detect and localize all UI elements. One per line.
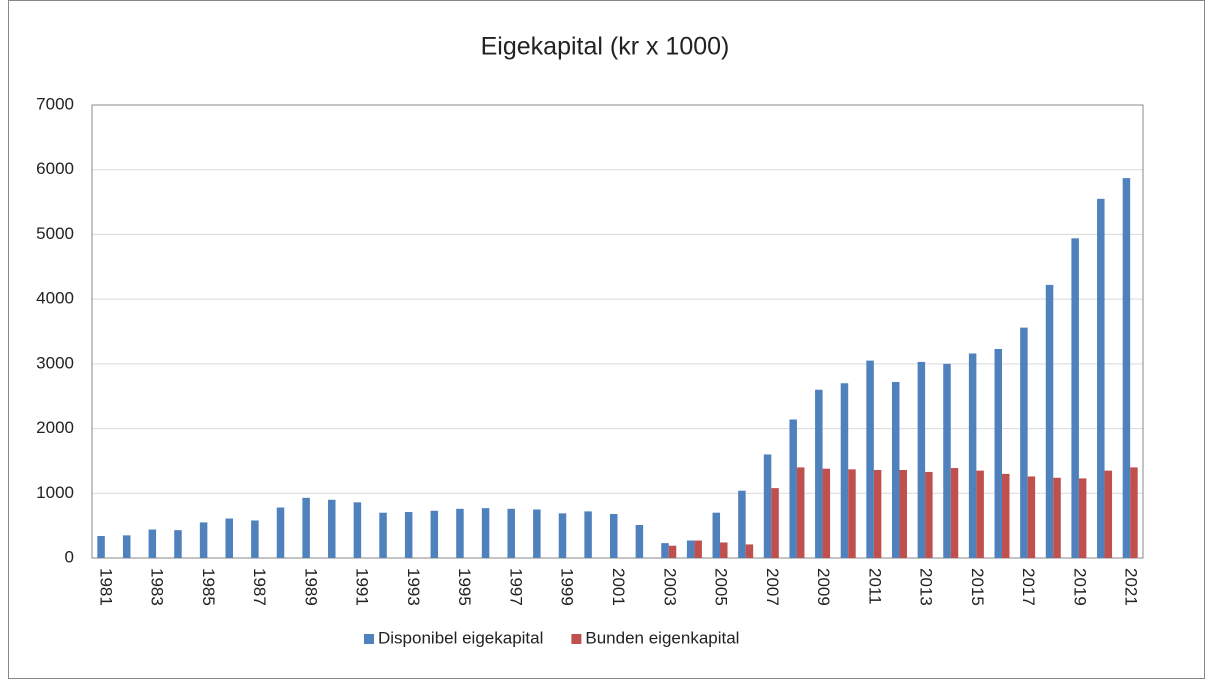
- x-tick-label: 1997: [506, 568, 525, 606]
- bar: [1130, 467, 1138, 558]
- bar: [1045, 284, 1054, 558]
- x-tick-label: 1993: [404, 568, 423, 606]
- x-tick-label: 1989: [301, 568, 320, 606]
- bar: [789, 419, 797, 558]
- x-tick-label: 1995: [455, 568, 474, 606]
- bar: [635, 524, 644, 558]
- bar: [943, 363, 951, 558]
- bar: [745, 544, 754, 558]
- bar: [661, 543, 669, 558]
- bar: [848, 469, 856, 558]
- y-tick-label: 7000: [36, 94, 74, 113]
- bar: [771, 488, 779, 558]
- legend-swatch: [364, 634, 374, 644]
- y-tick-label: 3000: [36, 353, 74, 372]
- bar: [822, 468, 831, 558]
- bar: [1122, 178, 1131, 558]
- chart-frame: [8, 0, 1205, 679]
- bar: [738, 490, 746, 558]
- bar: [1053, 477, 1061, 558]
- bar: [328, 499, 336, 558]
- bar: [1027, 476, 1036, 558]
- x-tick-label: 2005: [712, 568, 731, 606]
- bar: [558, 513, 567, 558]
- legend-swatch: [571, 634, 582, 644]
- x-tick-label: 1981: [96, 568, 115, 606]
- bar: [404, 512, 413, 558]
- x-tick-label: 1991: [353, 568, 372, 606]
- bar: [610, 513, 618, 558]
- bar: [720, 542, 728, 558]
- x-tick-label: 1985: [199, 568, 218, 606]
- bar: [891, 381, 900, 558]
- x-tick-label: 2009: [814, 568, 833, 606]
- bar: [97, 535, 105, 558]
- bar: [1071, 238, 1079, 558]
- bar: [533, 509, 541, 558]
- x-tick-label: 2015: [968, 568, 987, 606]
- bar: [796, 467, 805, 558]
- y-tick-label: 5000: [36, 224, 74, 243]
- bar: [840, 383, 849, 558]
- bar: [584, 511, 592, 558]
- x-tick-label: 2007: [763, 568, 782, 606]
- y-tick-label: 0: [65, 547, 74, 566]
- bar: [815, 389, 823, 558]
- y-tick-label: 6000: [36, 159, 74, 178]
- bar: [1097, 198, 1105, 559]
- x-tick-label: 2003: [660, 568, 679, 606]
- y-tick-label: 4000: [36, 289, 74, 308]
- bar: [481, 508, 490, 558]
- x-tick-label: 1983: [148, 568, 167, 606]
- bar: [379, 512, 387, 558]
- bar: [686, 540, 695, 558]
- bar: [968, 353, 977, 558]
- x-tick-label: 1999: [558, 568, 577, 606]
- bar: [1002, 473, 1010, 558]
- bar: [917, 361, 926, 558]
- bar: [456, 508, 464, 558]
- bar: [976, 470, 984, 558]
- y-tick-label: 2000: [36, 418, 74, 437]
- bar: [1078, 478, 1087, 558]
- x-tick-label: 2019: [1070, 568, 1089, 606]
- y-tick-label: 1000: [36, 483, 74, 502]
- bar: [251, 520, 259, 558]
- bar: [950, 468, 959, 558]
- bar: [1020, 327, 1028, 558]
- bar: [353, 502, 362, 558]
- bar: [122, 535, 131, 558]
- bar: [899, 469, 907, 558]
- bar: [1104, 470, 1113, 558]
- x-tick-label: 2013: [917, 568, 936, 606]
- bar: [276, 507, 285, 558]
- bar: [694, 540, 702, 558]
- chart-title: Eigekapital (kr x 1000): [481, 33, 730, 61]
- bar: [712, 512, 721, 558]
- legend-label: Bunden eigenkapital: [585, 628, 739, 647]
- bar: [199, 522, 208, 558]
- bar: [668, 545, 677, 558]
- bar: [866, 360, 874, 558]
- bar: [763, 454, 772, 558]
- bar: [994, 348, 1003, 558]
- x-tick-label: 1987: [250, 568, 269, 606]
- x-tick-label: 2011: [865, 568, 884, 605]
- bar: [430, 510, 439, 558]
- bar: [225, 518, 233, 558]
- bar: [873, 469, 882, 558]
- x-tick-label: 2021: [1122, 568, 1141, 606]
- bar: [302, 497, 310, 558]
- x-tick-label: 2001: [609, 568, 628, 606]
- bar: [174, 530, 182, 558]
- bar: [507, 508, 515, 558]
- x-tick-label: 2017: [1019, 568, 1038, 606]
- legend-label: Disponibel eigekapital: [378, 628, 543, 647]
- bar: [148, 529, 157, 558]
- bar: [925, 471, 933, 558]
